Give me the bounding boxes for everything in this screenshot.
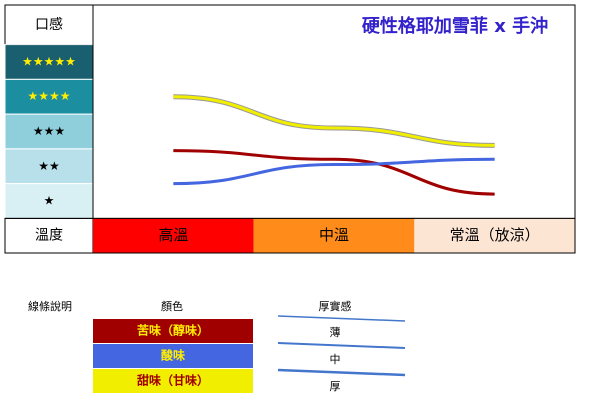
x-tick-label: 中溫: [319, 226, 349, 244]
legend-label: 酸味: [161, 348, 185, 363]
line: [173, 149, 495, 196]
x-zone: [253, 218, 415, 253]
legend-swatch: [93, 319, 253, 343]
y-tick-label: ★: [44, 194, 55, 208]
thickness-label: 中: [330, 353, 341, 366]
y-tick-cell: [4, 78, 94, 115]
y-tick-label: ★★★★★: [22, 54, 76, 68]
plot-frame: [92, 4, 576, 219]
x-zone: [414, 218, 575, 253]
legend-header: 顏色: [161, 299, 183, 313]
x-tick-label: 高溫: [158, 226, 188, 244]
y-tick-label: ★★★: [33, 124, 65, 138]
y-axis-title: 口感: [35, 16, 63, 33]
thickness-label: 薄: [330, 325, 341, 339]
x-zone: [93, 218, 254, 253]
legend-label: 甜味（甘味）: [137, 373, 209, 388]
line: [173, 157, 495, 186]
y-tick-label: ★★: [38, 159, 60, 173]
y-tick-label: ★★★★: [27, 89, 70, 103]
x-tick-label: 常溫（放涼）: [450, 226, 540, 244]
thickness-line: [277, 342, 406, 349]
legend-label: 苦味（醇味）: [137, 323, 209, 338]
legend-swatch: [93, 369, 253, 393]
x-frame: [4, 217, 576, 254]
thickness-title: 厚實感: [319, 299, 352, 313]
thickness-label: 厚: [330, 380, 341, 393]
x-axis-title: 溫度: [35, 228, 63, 244]
thickness-line: [277, 315, 406, 322]
line-outline: [173, 94, 495, 148]
y-header: [4, 4, 94, 46]
legend-swatch: [93, 344, 253, 368]
thickness-line: [277, 368, 406, 377]
y-tick-cell: [4, 44, 94, 80]
line: [173, 95, 495, 147]
legend-title: 線條說明: [28, 299, 72, 313]
chart-title: 硬性格耶加雪菲 x 手沖: [362, 15, 548, 37]
y-tick-cell: [4, 183, 94, 219]
